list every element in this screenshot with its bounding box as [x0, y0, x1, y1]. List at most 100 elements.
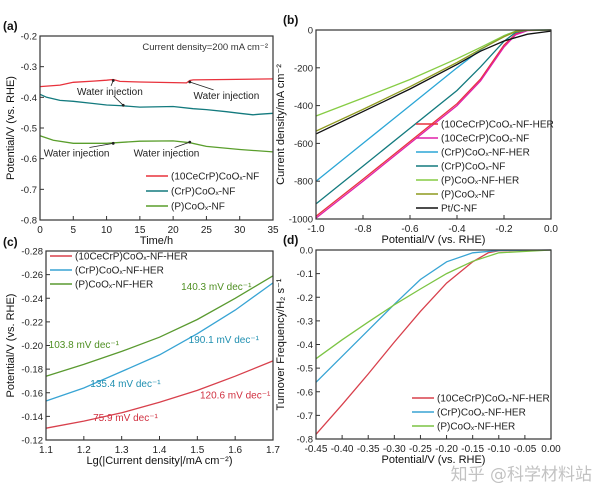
- annotation: 103.8 mV dec⁻¹: [49, 340, 120, 351]
- x-tick-label: 5: [71, 225, 77, 236]
- y-tick-label: -0.16: [21, 388, 43, 399]
- x-tick-label: -0.15: [461, 444, 484, 455]
- arrow-head: [111, 79, 115, 82]
- legend-label: (CrP)CoOₓ-NF: [441, 162, 505, 173]
- x-tick-label: 35: [267, 225, 279, 236]
- y-axis-label: Potential/V (vs. RHE): [5, 294, 17, 398]
- annotation: 190.1 mV dec⁻¹: [189, 335, 260, 346]
- legend-label: Pt/C-NF: [441, 204, 477, 215]
- annotation: Water injection: [44, 149, 110, 160]
- panel-label: (c): [3, 235, 18, 249]
- series-line: [315, 249, 552, 383]
- y-tick-label: -0.28: [21, 247, 43, 258]
- arrow-head: [111, 141, 115, 145]
- y-tick-label: -0.6: [21, 154, 37, 165]
- x-axis-label: Potential/V (vs. RHE): [382, 234, 486, 246]
- series-line: [315, 29, 552, 117]
- series-line: [315, 249, 552, 360]
- annotation: 140.3 mV dec⁻¹: [181, 282, 252, 293]
- series-line: [39, 78, 274, 88]
- y-tick-label: -0.2: [297, 293, 313, 304]
- y-tick-label: -800: [294, 177, 313, 188]
- annotation: 135.4 mV dec⁻¹: [90, 379, 161, 390]
- x-tick-label: -0.6: [401, 224, 419, 235]
- y-tick-label: -0.4: [297, 340, 313, 351]
- y-axis-label: Current density/mA cm⁻²: [275, 64, 287, 185]
- y-tick-label: -0.8: [297, 435, 313, 446]
- panel-d: -0.45 -0.40 -0.35 -0.30 -0.25 -0.20 -0.15 -0.10…: [275, 233, 561, 466]
- x-tick-label: -0.8: [354, 224, 372, 235]
- panel-label: (d): [283, 233, 298, 247]
- y-tick-label: -0.6: [297, 387, 313, 398]
- y-tick-label: -0.5: [297, 364, 313, 375]
- series-line: [315, 30, 552, 135]
- x-tick-label: -0.10: [487, 444, 510, 455]
- x-tick-label: -0.20: [435, 444, 458, 455]
- y-tick-label: -0.4: [21, 93, 37, 104]
- y-tick-label: -400: [294, 101, 313, 112]
- y-tick-label: -200: [294, 63, 313, 74]
- y-tick-label: -0.18: [21, 365, 43, 376]
- x-tick-label: 1.7: [266, 445, 280, 456]
- annotation: Water injection: [194, 91, 260, 102]
- y-tick-label: -0.2: [21, 32, 37, 43]
- plot-frame: [315, 29, 552, 220]
- x-tick-label: -0.2: [495, 224, 513, 235]
- legend-label: (P)CoOₓ-NF: [441, 190, 495, 201]
- x-tick-label: 1.5: [190, 445, 204, 456]
- x-tick-label: -0.40: [331, 444, 354, 455]
- y-tick-label: -600: [294, 139, 313, 150]
- panel-c: 1.1 1.2 1.3 1.4 1.5 1.6 1.7 -0.28 -0.26 -0.24 -0.2…: [3, 235, 280, 467]
- x-tick-label: 20: [168, 225, 180, 236]
- arrow-head: [188, 140, 192, 144]
- series-line: [315, 29, 552, 132]
- watermark: 知乎 @科学材料站: [450, 465, 592, 484]
- annotation: 75.9 mV dec⁻¹: [93, 413, 158, 424]
- condition-note: Current density=200 mA cm⁻²: [142, 42, 268, 53]
- x-tick-label: 25: [201, 225, 213, 236]
- legend-label: (CrP)CoOₓ-NF-HER: [437, 408, 526, 419]
- y-tick-label: -0.26: [21, 270, 43, 281]
- legend-label: (10CeCrP)CoOₓ-NF: [171, 172, 259, 183]
- legend-label: (P)CoOₓ-NF-HER: [75, 280, 153, 291]
- annotation: Water injection: [134, 149, 200, 160]
- series-line: [315, 29, 552, 219]
- legend-label: (10CeCrP)CoOₓ-NF-HER: [75, 252, 188, 263]
- series-line: [45, 275, 274, 377]
- annotation-arrow: [174, 141, 190, 148]
- series-line: [39, 135, 274, 153]
- annotation-arrow: [114, 96, 124, 106]
- legend-label: (CrP)CoOₓ-NF-HER: [75, 266, 164, 277]
- y-tick-label: -0.1: [297, 269, 313, 280]
- y-tick-label: -0.8: [21, 216, 37, 227]
- y-tick-label: -0.7: [21, 185, 37, 196]
- panel-b: -1.0 -0.8 -0.6 -0.4 -0.2 0.0 0 -200 -400 -600 -800…: [275, 13, 558, 246]
- x-tick-label: -0.35: [357, 444, 380, 455]
- y-tick-label: -0.22: [21, 317, 43, 328]
- series-line: [315, 249, 552, 435]
- x-tick-label: -0.45: [305, 444, 328, 455]
- x-tick-label: -1.0: [307, 224, 325, 235]
- series-line: [45, 282, 274, 402]
- plot-frame: [39, 35, 274, 221]
- series-line: [39, 93, 274, 116]
- x-tick-label: -0.25: [409, 444, 432, 455]
- x-tick-label: 1.6: [228, 445, 242, 456]
- panel-a: 0 5 10 15 20 25 30 35 -0.2 -0.3 -0.4 -0.5 -0.6 -0.7 -0…: [3, 19, 279, 247]
- annotation: 120.6 mV dec⁻¹: [200, 391, 271, 402]
- x-tick-label: 0.00: [541, 444, 561, 455]
- y-tick-label: -0.14: [21, 412, 43, 423]
- series-line: [45, 360, 274, 429]
- legend-label: (CrP)CoOₓ-NF-HER: [441, 148, 530, 159]
- y-tick-label: -0.24: [21, 294, 43, 305]
- arrow-head: [188, 80, 192, 84]
- legend-label: (P)CoOₓ-NF-HER: [437, 422, 515, 433]
- x-axis-label: Lg(|Current density|/mA cm⁻²): [86, 455, 232, 467]
- y-axis-label: Turnover Frequency/H₂ s⁻¹: [275, 278, 287, 410]
- series-line: [315, 29, 552, 182]
- arrow-head: [121, 103, 125, 107]
- x-tick-label: 30: [234, 225, 246, 236]
- panel-label: (b): [283, 13, 298, 27]
- x-tick-label: 0: [37, 225, 43, 236]
